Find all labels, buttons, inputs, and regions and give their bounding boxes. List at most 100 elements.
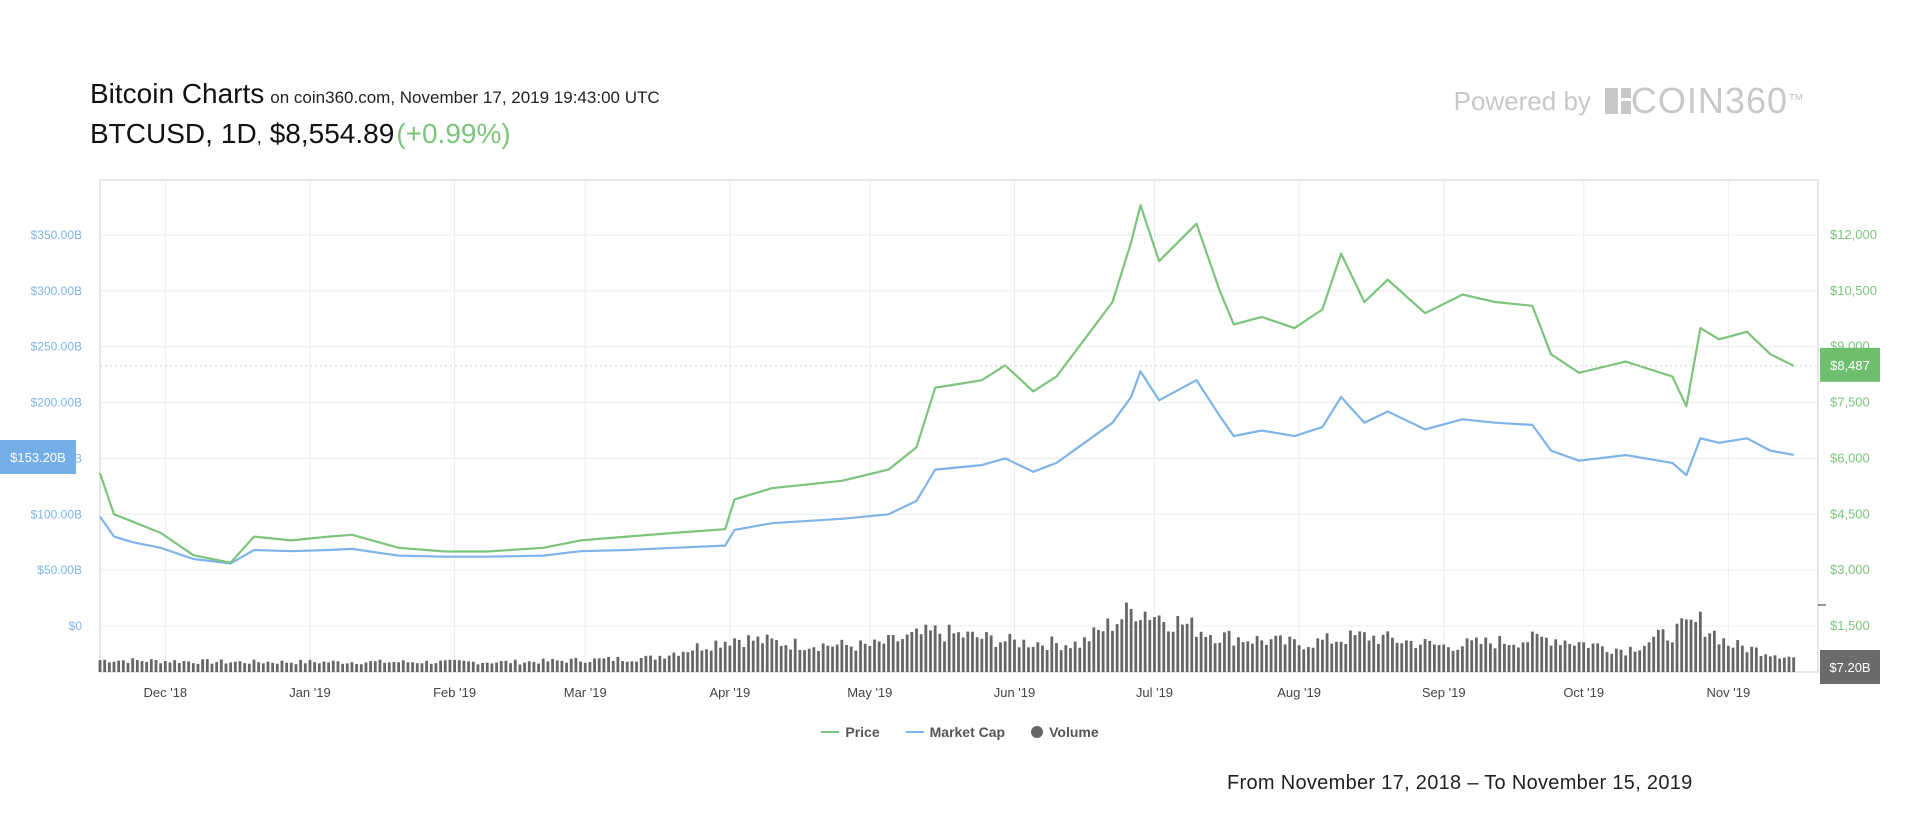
volume-bar [1447,647,1450,672]
volume-bar [247,663,251,672]
volume-bar [1372,635,1376,672]
volume-bar [1363,632,1366,672]
volume-bar [1740,645,1744,672]
volume-bar [826,645,830,672]
volume-bar [1694,622,1698,672]
volume-bar [145,661,149,672]
price-line [98,204,1795,564]
volume-bar [159,663,163,672]
volume-bar [1265,644,1268,672]
volume-bar [1605,652,1609,672]
volume-bar [182,660,186,672]
volume-bar [1792,657,1796,672]
volume-bar [831,646,834,672]
volume-bar [1073,641,1077,672]
legend-price-swatch [821,731,840,733]
date-range: From November 17, 2018 – To November 15,… [1227,772,1693,794]
right-axis-tick-label: $4,500 [1830,506,1870,521]
volume-bar [532,661,536,672]
volume-bar [789,649,792,672]
volume-bar [709,650,713,672]
volume-bar [854,650,858,672]
volume-bar [1572,645,1576,672]
volume-bar [1563,640,1567,672]
volume-bar [1232,645,1236,672]
market-cap-line [99,370,1794,565]
volume-bar [429,663,433,672]
volume-bar [1521,642,1525,672]
volume-bar [546,661,550,672]
volume-bar [467,661,470,672]
volume-bar [425,660,429,672]
legend-price[interactable]: Price [821,724,880,740]
volume-bar [1199,631,1203,672]
volume-bar [1633,651,1637,672]
volume-bar [1409,640,1413,672]
volume-bar [1442,644,1446,672]
volume-bar [154,659,158,672]
volume-bar [1386,631,1390,672]
volume-bar [1400,643,1404,672]
volume-bar [331,660,335,672]
volume-bar [135,660,139,672]
volume-bar [1502,643,1506,672]
volume-bar [1106,618,1110,672]
volume-bar [1064,645,1068,672]
volume-bar [742,647,746,672]
volume-badge-text: $7.20B [1829,660,1870,675]
volume-bar [537,663,540,672]
chart-header: Bitcoin Charts on coin360.com, November … [90,78,660,149]
volume-bar [1493,648,1497,672]
volume-bar [919,634,923,672]
volume-bar [457,660,461,672]
volume-bar [667,655,671,672]
volume-bar [252,659,256,672]
right-axis-tick-label: $3,000 [1830,562,1870,577]
volume-bar [345,663,349,672]
volume-bar [243,663,247,672]
volume-bar [957,632,960,672]
volume-bar [285,662,289,672]
volume-bar [569,658,573,672]
volume-bar [1213,643,1217,672]
volume-bar [784,645,788,672]
volume-bar [971,631,974,672]
volume-bar [1078,647,1082,672]
volume-bar [233,661,237,672]
volume-bar [887,634,890,672]
volume-bars [98,602,1796,672]
volume-bar [224,663,228,672]
volume-bar [383,662,387,672]
volume-bar [1353,635,1357,672]
volume-bar [1516,647,1520,672]
volume-bar [257,662,261,672]
volume-bar [877,641,881,672]
volume-bar [513,659,517,672]
volume-bar [1596,643,1600,672]
volume-bar [583,662,587,672]
volume-bar [1642,645,1646,672]
volume-bar [1689,619,1693,672]
volume-bar [103,659,107,672]
volume-bar [229,662,233,672]
volume-bar [1507,645,1511,672]
volume-bar [733,638,736,672]
volume-bar [985,632,988,672]
left-axis-tick-label: $0 [69,619,83,633]
coin360-logo: COIN360 ™ [1604,80,1805,122]
volume-bar [728,645,732,672]
volume-bar [173,660,177,672]
volume-bar [1708,633,1712,672]
x-tick-label: Nov '19 [1707,685,1751,700]
volume-bar [1176,615,1180,672]
volume-bar [905,634,909,672]
volume-bar [434,663,438,672]
legend-volume[interactable]: Volume [1031,724,1099,740]
legend-market-cap[interactable]: Market Cap [905,724,1005,740]
volume-bar [845,645,848,672]
volume-bar [1419,644,1422,672]
volume-bar [495,662,498,672]
volume-bar [406,662,410,672]
volume-bar [359,664,363,672]
volume-bar [266,661,270,672]
